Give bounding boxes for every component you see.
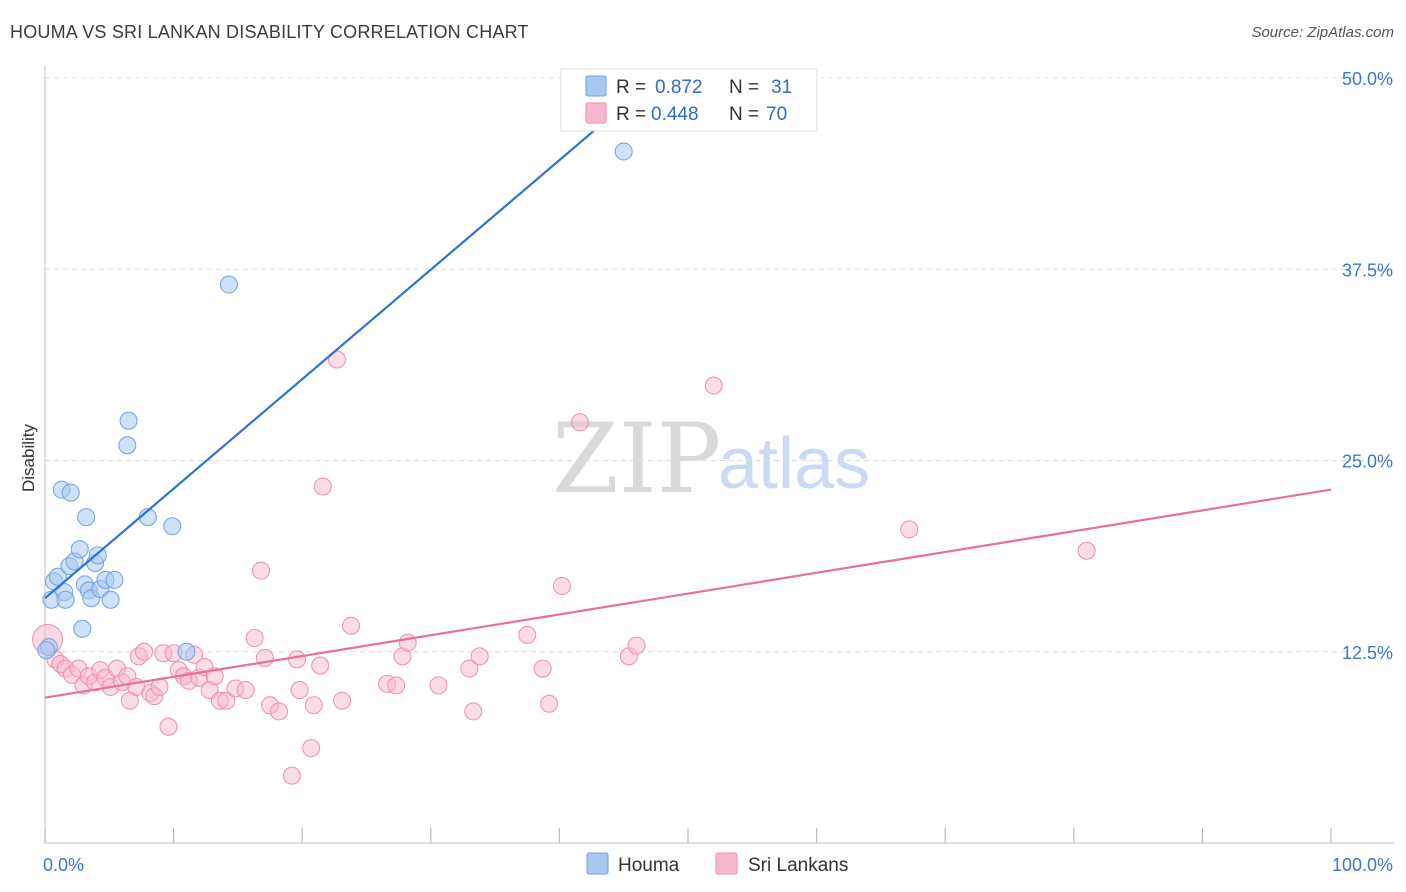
- x-tick-label-1: 100.0%: [1332, 855, 1393, 875]
- houma-point-27: [219, 275, 238, 294]
- houma-points: [37, 113, 633, 661]
- houma-point-11: [73, 619, 92, 638]
- srilankan-point-42: [282, 766, 301, 785]
- legend-n-label-srilankan: N =: [729, 104, 759, 125]
- srilankan-point-51: [342, 616, 361, 635]
- srilankan-point-44: [290, 681, 309, 699]
- srilankan-point-64: [570, 413, 589, 432]
- srilankan-point-68: [900, 520, 919, 539]
- srilankan-trend-line: [44, 488, 1332, 699]
- houma-trend-line: [44, 77, 657, 600]
- srilankan-point-45: [302, 739, 321, 758]
- legend-bottom-label-srilankan: Sri Lankans: [748, 855, 848, 876]
- srilankan-point-53: [387, 676, 406, 695]
- y-tick-label-1: 25.0%: [1342, 452, 1393, 472]
- srilankan-point-36: [236, 681, 255, 699]
- houma-point-6: [56, 590, 75, 609]
- srilankan-point-47: [311, 656, 330, 675]
- source-label: Source: ZipAtlas.com: [1251, 24, 1394, 41]
- srilankan-point-58: [464, 702, 483, 721]
- houma-point-10: [70, 540, 89, 559]
- srilankan-point-55: [398, 633, 417, 652]
- srilankan-point-63: [552, 576, 571, 595]
- houma-point-8: [61, 483, 80, 502]
- watermark: ZIP atlas: [552, 403, 870, 515]
- srilankan-point-61: [533, 659, 552, 678]
- chart-title: HOUMA VS SRI LANKAN DISABILITY CORRELATI…: [10, 22, 529, 42]
- srilankan-point-67: [704, 376, 723, 395]
- srilankan-point-60: [518, 625, 537, 644]
- srilankan-point-43: [288, 650, 307, 669]
- srilankan-point-56: [429, 676, 448, 695]
- legend-n-value-houma: 31: [771, 77, 792, 98]
- srilankan-point-18: [135, 642, 154, 661]
- srilankan-point-48: [313, 477, 332, 496]
- legend-bottom-swatch-houma: [586, 852, 609, 875]
- srilankan-point-57: [460, 659, 479, 678]
- srilankan-point-69: [1077, 541, 1096, 560]
- y-tick-label-2: 37.5%: [1342, 260, 1393, 280]
- legend-bottom-swatch-srilankan: [715, 852, 738, 875]
- trend-lines: [44, 77, 1332, 699]
- srilankan-point-62: [540, 694, 559, 713]
- srilankan-point-41: [270, 702, 289, 721]
- legend-bottom: Houma Sri Lankans: [586, 852, 848, 876]
- tick-labels: 12.5% 25.0% 37.5% 50.0% 0.0% 100.0%: [43, 69, 1393, 875]
- houma-point-26: [177, 642, 196, 661]
- houma-point-20: [101, 590, 120, 609]
- srilankan-point-23: [159, 717, 178, 736]
- houma-point-23: [119, 411, 138, 430]
- houma-point-22: [118, 436, 137, 455]
- legend-swatch-houma: [585, 75, 607, 97]
- srilankan-point-37: [245, 628, 264, 647]
- y-axis-title: Disability: [19, 423, 38, 492]
- axes: [44, 66, 1394, 844]
- legend-swatch-srilankan: [585, 102, 607, 124]
- y-tick-label-0: 12.5%: [1342, 643, 1393, 663]
- legend-r-value-houma: 0.872: [655, 77, 703, 98]
- srilankan-point-59: [470, 647, 489, 666]
- legend-bottom-label-houma: Houma: [618, 855, 680, 876]
- srilankan-point-66: [627, 636, 646, 655]
- legend-top: R = 0.872 N = 31 R = 0.448 N = 70: [560, 68, 818, 132]
- legend-r-label-srilankan: R =: [616, 104, 646, 125]
- houma-point-13: [77, 508, 96, 527]
- srilankan-point-46: [304, 696, 323, 715]
- legend-n-value-srilankan: 70: [766, 104, 787, 125]
- legend-n-label-houma: N =: [729, 77, 759, 98]
- houma-point-21: [105, 570, 124, 589]
- houma-point-25: [163, 517, 182, 536]
- srilankan-point-34: [217, 691, 236, 710]
- legend-r-value-srilankan: 0.448: [651, 104, 699, 125]
- x-tick-label-0: 0.0%: [43, 855, 84, 875]
- legend-r-label-houma: R =: [616, 77, 646, 98]
- y-tick-label-3: 50.0%: [1342, 69, 1393, 89]
- srilankan-point-38: [252, 561, 271, 580]
- grid-lines: [45, 77, 1394, 653]
- houma-point-29: [614, 142, 633, 161]
- watermark-atlas: atlas: [718, 424, 870, 504]
- srilankan-point-50: [333, 691, 352, 710]
- houma-point-30: [37, 641, 56, 660]
- houma-point-3: [48, 567, 67, 586]
